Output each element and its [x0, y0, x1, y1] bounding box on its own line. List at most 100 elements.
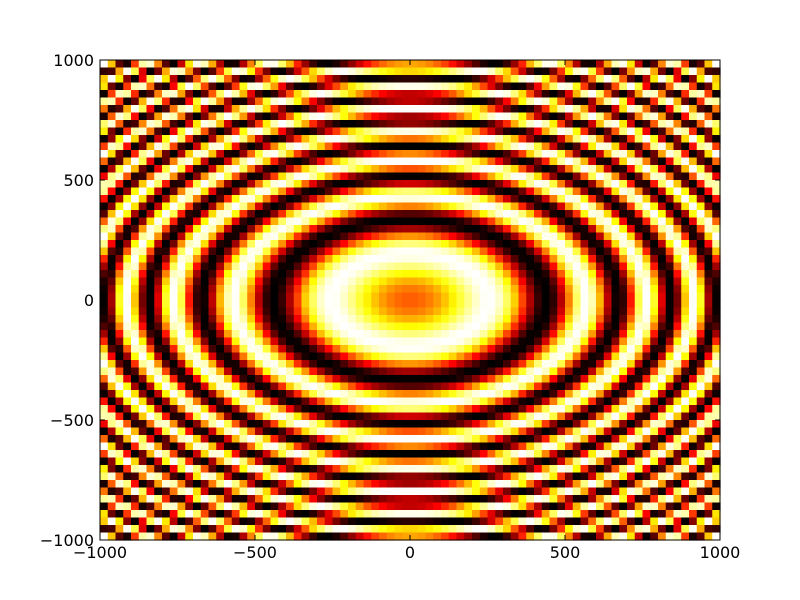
heatmap-cell	[317, 150, 326, 159]
heatmap-cell	[410, 352, 419, 361]
heatmap-cell	[658, 262, 667, 271]
heatmap-cell	[386, 195, 396, 204]
heatmap-cell	[642, 127, 651, 136]
heatmap-cell	[107, 157, 117, 166]
heatmap-cell	[386, 232, 396, 241]
heatmap-cell	[231, 367, 241, 376]
heatmap-cell	[146, 525, 155, 534]
heatmap-cell	[394, 120, 403, 129]
heatmap-cell	[596, 210, 605, 219]
heatmap-cell	[247, 202, 256, 211]
heatmap-cell	[689, 390, 698, 399]
heatmap-cell	[185, 315, 194, 324]
heatmap-cell	[619, 82, 628, 91]
heatmap-cell	[340, 435, 349, 444]
heatmap-cell	[169, 457, 179, 466]
heatmap-cell	[472, 420, 481, 429]
heatmap-cell	[580, 427, 589, 436]
heatmap-cell	[100, 217, 109, 226]
heatmap-cell	[464, 135, 473, 144]
heatmap-cell	[317, 180, 326, 189]
heatmap-cell	[580, 457, 589, 466]
heatmap-cell	[193, 367, 202, 376]
heatmap-cell	[417, 120, 427, 129]
heatmap-cell	[123, 187, 132, 196]
heatmap-cell	[433, 202, 442, 211]
heatmap-cell	[673, 270, 682, 279]
heatmap-cell	[541, 172, 551, 181]
heatmap-cell	[348, 127, 357, 136]
heatmap-cell	[100, 367, 109, 376]
heatmap-cell	[417, 517, 427, 526]
heatmap-cell	[689, 135, 698, 144]
heatmap-cell	[518, 217, 527, 226]
heatmap-cell	[123, 232, 132, 241]
heatmap-cell	[394, 367, 403, 376]
heatmap-cell	[301, 525, 310, 534]
heatmap-cell	[224, 382, 233, 391]
heatmap-cell	[131, 82, 140, 91]
heatmap-cell	[107, 217, 117, 226]
heatmap-cell	[557, 322, 566, 331]
heatmap-cell	[193, 352, 202, 361]
heatmap-cell	[371, 435, 380, 444]
heatmap-cell	[456, 457, 465, 466]
heatmap-cell	[611, 105, 620, 114]
heatmap-cell	[479, 495, 489, 504]
heatmap-cell	[526, 472, 535, 481]
heatmap-cell	[425, 412, 434, 421]
heatmap-cell	[549, 420, 558, 429]
heatmap-cell	[448, 142, 458, 151]
heatmap-cell	[193, 480, 202, 489]
heatmap-cell	[588, 315, 597, 324]
heatmap-cell	[355, 412, 365, 421]
heatmap-cell	[162, 75, 171, 84]
heatmap-cell	[588, 277, 597, 286]
heatmap-cell	[441, 210, 450, 219]
heatmap-cell	[169, 487, 179, 496]
heatmap-cell	[464, 210, 473, 219]
heatmap-cell	[379, 195, 388, 204]
heatmap-cell	[541, 345, 551, 354]
heatmap-cell	[200, 517, 210, 526]
heatmap-cell	[634, 382, 644, 391]
heatmap-cell	[503, 360, 512, 369]
heatmap-cell	[425, 450, 434, 459]
heatmap-cell	[611, 390, 620, 399]
heatmap-cell	[107, 90, 117, 99]
heatmap-cell	[425, 82, 434, 91]
heatmap-cell	[541, 435, 551, 444]
heatmap-cell	[417, 270, 427, 279]
heatmap-cell	[224, 330, 233, 339]
heatmap-cell	[185, 270, 194, 279]
heatmap-cell	[216, 345, 225, 354]
heatmap-cell	[448, 165, 458, 174]
heatmap-cell	[417, 427, 427, 436]
heatmap-cell	[216, 397, 225, 406]
heatmap-cell	[448, 375, 458, 384]
heatmap-cell	[255, 255, 264, 264]
heatmap-cell	[371, 232, 380, 241]
heatmap-cell	[131, 180, 140, 189]
heatmap-cell	[441, 217, 450, 226]
heatmap-cell	[557, 105, 566, 114]
heatmap-cell	[572, 480, 582, 489]
heatmap-cell	[596, 397, 605, 406]
heatmap-cell	[162, 225, 171, 234]
heatmap-cell	[348, 105, 357, 114]
heatmap-cell	[317, 510, 326, 519]
heatmap-cell	[642, 232, 651, 241]
heatmap-cell	[208, 412, 217, 421]
heatmap-cell	[526, 315, 535, 324]
heatmap-cell	[402, 120, 411, 129]
heatmap-cell	[131, 120, 140, 129]
heatmap-cell	[472, 375, 481, 384]
heatmap-cell	[410, 232, 419, 241]
heatmap-cell	[317, 487, 326, 496]
heatmap-cell	[503, 180, 512, 189]
heatmap-cell	[526, 480, 535, 489]
heatmap-cell	[433, 157, 442, 166]
heatmap-cell	[410, 172, 419, 181]
heatmap-cell	[658, 82, 667, 91]
